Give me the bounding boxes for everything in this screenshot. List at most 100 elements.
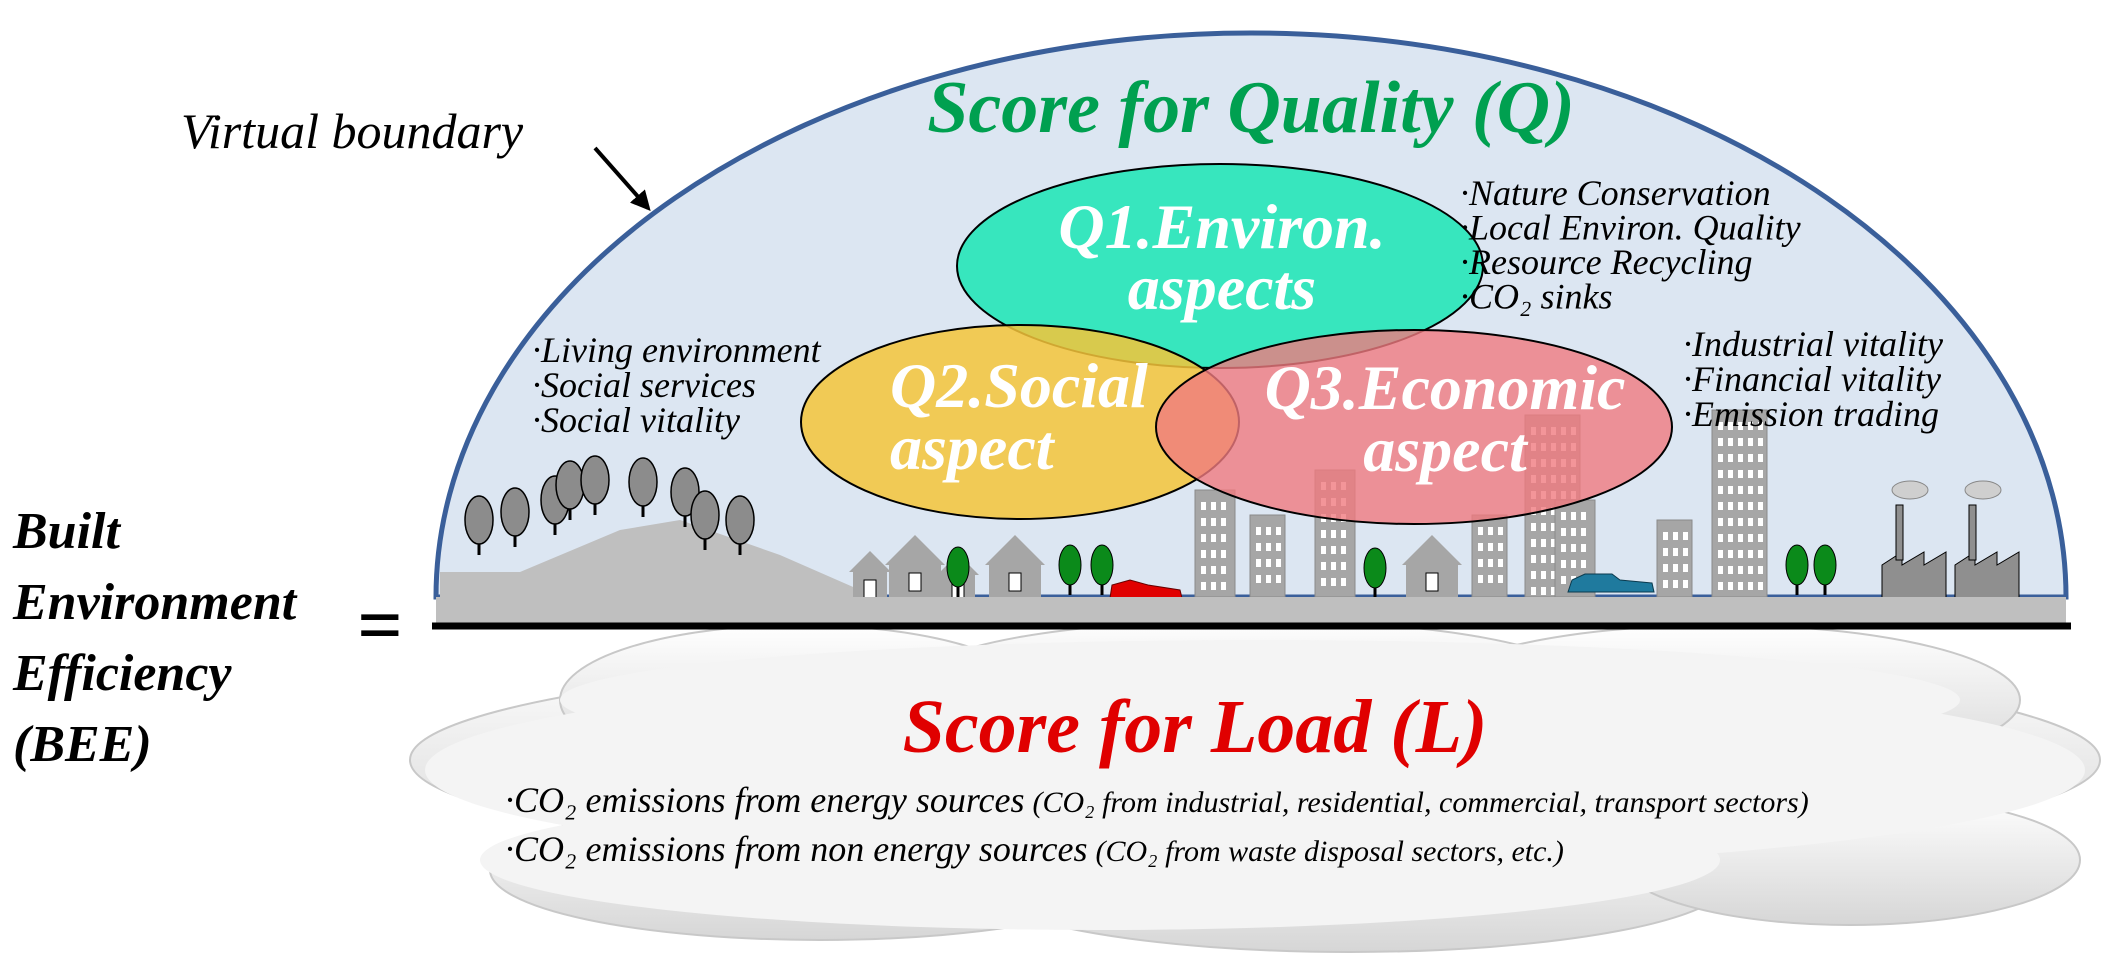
window xyxy=(1541,539,1546,547)
window xyxy=(1256,575,1261,583)
window xyxy=(1738,470,1743,478)
tree xyxy=(947,547,969,587)
window xyxy=(1758,518,1763,526)
window xyxy=(1748,486,1753,494)
q2-title: Q2.Social xyxy=(890,350,1148,421)
window xyxy=(1728,438,1733,446)
window xyxy=(1718,534,1723,542)
quality-title: Score for Quality (Q) xyxy=(927,67,1574,149)
window xyxy=(1531,571,1536,579)
window xyxy=(1531,555,1536,563)
window xyxy=(1276,559,1281,567)
window xyxy=(1748,518,1753,526)
window xyxy=(1728,534,1733,542)
load-item: ·CO₂ emissions from non energy sources(C… xyxy=(505,829,1564,869)
window xyxy=(1663,580,1668,588)
window xyxy=(1321,562,1326,570)
diagram: BuiltEnvironmentEfficiency(BEE)=Virtual … xyxy=(0,0,2105,957)
window xyxy=(1748,470,1753,478)
window xyxy=(1341,530,1346,538)
window xyxy=(1331,562,1336,570)
window xyxy=(1718,582,1723,590)
window xyxy=(1748,502,1753,510)
window xyxy=(1531,523,1536,531)
tree xyxy=(1814,545,1836,585)
window xyxy=(1266,527,1271,535)
window xyxy=(1488,527,1493,535)
q1-item: ·CO₂ sinks xyxy=(1460,277,1613,317)
window xyxy=(1211,534,1216,542)
window xyxy=(1201,566,1206,574)
window xyxy=(1201,518,1206,526)
factory xyxy=(1955,552,2019,600)
q3-title: aspect xyxy=(1363,414,1529,485)
window xyxy=(1321,546,1326,554)
window xyxy=(1221,550,1226,558)
window xyxy=(1683,532,1688,540)
window xyxy=(1738,534,1743,542)
window xyxy=(1718,518,1723,526)
tree xyxy=(581,456,609,504)
window xyxy=(1748,534,1753,542)
window xyxy=(1758,486,1763,494)
tree xyxy=(501,488,529,536)
q3-title: Q3.Economic xyxy=(1265,352,1626,423)
window xyxy=(1581,560,1586,568)
window xyxy=(1541,555,1546,563)
tree xyxy=(1091,545,1113,585)
window xyxy=(1331,578,1336,586)
q2-item: ·Social services xyxy=(532,365,756,405)
window xyxy=(1478,543,1483,551)
window xyxy=(1561,528,1566,536)
tree xyxy=(1059,545,1081,585)
boundary-label: Virtual boundary xyxy=(181,103,524,159)
window xyxy=(1758,454,1763,462)
window xyxy=(1728,550,1733,558)
window xyxy=(1663,548,1668,556)
window xyxy=(1663,564,1668,572)
window xyxy=(1758,470,1763,478)
window xyxy=(1498,559,1503,567)
window xyxy=(1683,548,1688,556)
window xyxy=(1221,566,1226,574)
window xyxy=(1321,578,1326,586)
window xyxy=(1211,518,1216,526)
load-item-note: (CO₂ from industrial, residential, comme… xyxy=(1032,786,1808,819)
window xyxy=(1201,502,1206,510)
window xyxy=(1663,532,1668,540)
tree xyxy=(691,491,719,539)
window xyxy=(1758,566,1763,574)
window xyxy=(1718,566,1723,574)
window xyxy=(1758,534,1763,542)
window xyxy=(1571,560,1576,568)
window xyxy=(1581,528,1586,536)
window xyxy=(1498,575,1503,583)
tree xyxy=(1786,545,1808,585)
window xyxy=(1718,470,1723,478)
window xyxy=(1498,543,1503,551)
window xyxy=(1201,550,1206,558)
load-item-note: (CO₂ from waste disposal sectors, etc.) xyxy=(1095,835,1563,868)
window xyxy=(1581,544,1586,552)
window xyxy=(1581,512,1586,520)
load-item-main: ·CO₂ emissions from energy sources xyxy=(505,780,1024,820)
tree xyxy=(1364,548,1386,588)
window xyxy=(1571,544,1576,552)
window xyxy=(1478,559,1483,567)
window xyxy=(1673,564,1678,572)
window xyxy=(1221,502,1226,510)
window xyxy=(1561,512,1566,520)
q3-item: ·Financial vitality xyxy=(1683,359,1941,399)
window xyxy=(1211,502,1216,510)
q1-title: aspects xyxy=(1128,252,1316,323)
window xyxy=(1673,580,1678,588)
house-door xyxy=(909,573,921,591)
window xyxy=(1266,543,1271,551)
window xyxy=(1561,560,1566,568)
window xyxy=(1718,550,1723,558)
window xyxy=(1738,438,1743,446)
window xyxy=(1276,527,1281,535)
window xyxy=(1276,543,1281,551)
window xyxy=(1561,576,1566,584)
window xyxy=(1256,527,1261,535)
